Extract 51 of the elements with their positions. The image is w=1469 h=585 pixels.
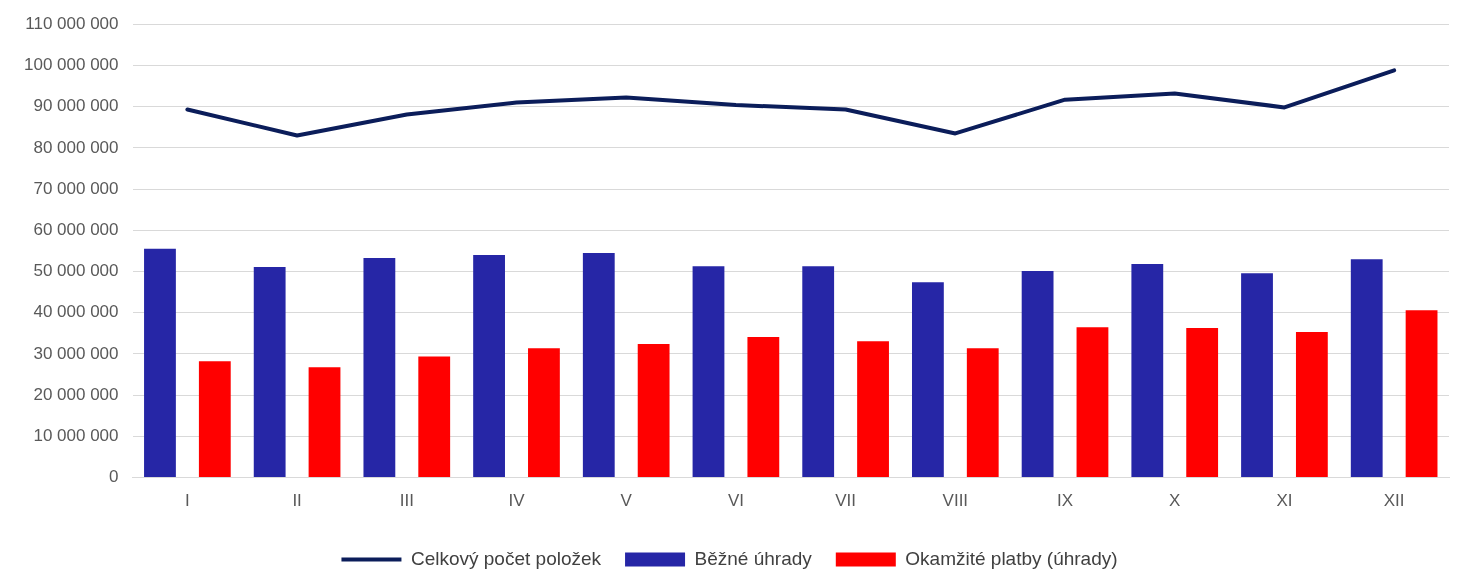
x-tick-label: IV (508, 491, 526, 511)
bar (582, 252, 615, 478)
bar (308, 367, 341, 478)
bar (1295, 332, 1328, 478)
x-tick-label: III (399, 491, 414, 511)
bar (802, 266, 835, 478)
bar (1186, 327, 1219, 478)
y-tick-label: 30 000 000 (33, 343, 119, 363)
y-tick-label: 20 000 000 (33, 384, 119, 404)
bar (1405, 310, 1438, 478)
bar (1241, 273, 1273, 478)
y-tick-label: 70 000 000 (33, 178, 119, 198)
y-tick-label: 90 000 000 (33, 96, 119, 116)
bar (966, 348, 999, 478)
bar (253, 266, 286, 478)
bar (363, 257, 396, 478)
y-tick-label: 60 000 000 (33, 219, 119, 239)
bar (418, 356, 451, 478)
x-tick-label: XI (1276, 491, 1293, 511)
bar (144, 248, 176, 478)
y-tick-label: 80 000 000 (33, 137, 119, 157)
x-tick-label: VIII (942, 491, 969, 511)
bar (1021, 271, 1054, 478)
bar (911, 282, 944, 478)
x-tick-label: V (620, 491, 633, 511)
x-tick-label: I (185, 491, 190, 511)
y-tick-label: 10 000 000 (33, 426, 119, 446)
bar (637, 344, 670, 478)
bar (857, 341, 889, 478)
y-tick-label: 50 000 000 (33, 261, 119, 281)
bar (528, 348, 560, 478)
bar (692, 266, 725, 478)
bar (198, 361, 231, 478)
bar (473, 255, 505, 478)
x-tick-label: X (1169, 491, 1181, 511)
y-tick-label: 40 000 000 (33, 302, 119, 322)
x-tick-label: II (292, 491, 302, 511)
x-tick-label: VII (835, 491, 857, 511)
legend-label: Celkový počet položek (410, 547, 602, 569)
x-tick-label: VI (727, 491, 744, 511)
legend-label: Běžné úhrady (694, 547, 813, 569)
x-tick-label: XII (1383, 491, 1405, 511)
y-tick-label: 110 000 000 (25, 13, 119, 33)
bar (1131, 264, 1164, 478)
x-tick-label: IX (1057, 491, 1074, 511)
y-tick-label: 0 (109, 467, 119, 487)
bar (747, 337, 780, 478)
bar (1350, 259, 1383, 478)
legend-label: Okamžité platby (úhrady) (905, 547, 1118, 569)
y-tick-label: 100 000 000 (23, 55, 119, 75)
bar (1076, 327, 1109, 478)
